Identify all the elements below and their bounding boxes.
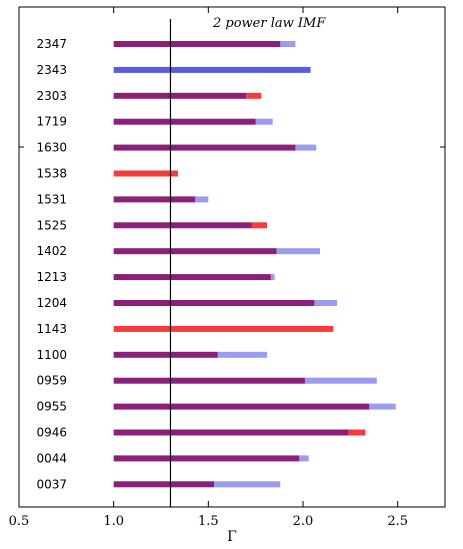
category-label: 1204 (36, 296, 67, 310)
bar-segment (113, 300, 315, 306)
bar-extension (299, 455, 309, 462)
x-tick-label: 0.5 (9, 514, 30, 529)
category-label: 1525 (36, 218, 67, 232)
bar-segment (113, 144, 296, 151)
plot-frame (18, 6, 446, 508)
bar-extension (280, 41, 296, 47)
bar-extension (113, 66, 311, 73)
bar-extension (113, 325, 334, 332)
bar-segment (113, 481, 215, 488)
ticks-layer: 2347 2343 2303 1719 1630 1538 1531 1525 1402 1213… (9, 7, 445, 529)
chart-title: 2 power law IMF (212, 16, 326, 31)
category-label: 2343 (36, 63, 67, 77)
x-tick-label: 1.0 (103, 514, 124, 529)
bar-extension (369, 403, 396, 410)
category-label: 1630 (36, 141, 67, 155)
bar-segment (113, 92, 247, 99)
category-label: 0959 (36, 374, 67, 388)
bars-layer (113, 41, 396, 488)
bar-extension (214, 481, 281, 488)
bar-segment (113, 118, 256, 125)
x-tick-label: 2.0 (293, 514, 314, 529)
x-tick-label: 2.5 (387, 514, 408, 529)
category-label: 1402 (36, 244, 67, 258)
bar-segment (113, 377, 305, 384)
bar-segment (113, 455, 300, 462)
category-label: 0946 (36, 426, 67, 440)
bar-segment (113, 41, 281, 47)
category-label: 1100 (36, 348, 67, 362)
bar-segment (113, 248, 277, 255)
bar-extension (270, 274, 275, 281)
bar-segment (113, 429, 349, 436)
x-tick-label: 1.5 (198, 514, 219, 529)
bar-segment (113, 274, 271, 281)
category-label: 0044 (36, 451, 67, 465)
bar-segment (113, 222, 252, 229)
bar-extension (217, 351, 268, 358)
bar-extension (251, 222, 268, 229)
bar-segment (113, 196, 196, 203)
bar-extension (246, 92, 262, 99)
bar-segment (113, 403, 370, 410)
bar-segment (113, 351, 218, 358)
bar-extension (348, 429, 366, 436)
category-label: 2303 (36, 89, 67, 103)
bar-extension (276, 248, 321, 255)
category-label: 0955 (36, 400, 67, 414)
category-label: 1719 (36, 115, 67, 129)
x-axis-label: Γ (227, 529, 237, 545)
category-label: 1538 (36, 167, 67, 181)
bar-extension (255, 118, 273, 125)
category-label: 1531 (36, 192, 67, 206)
bar-extension (113, 170, 179, 177)
category-label: 2347 (36, 37, 67, 51)
category-label: 1143 (36, 322, 67, 336)
bar-extension (314, 300, 338, 306)
bar-extension (195, 196, 209, 203)
category-label: 0037 (36, 477, 67, 491)
bar-extension (295, 144, 317, 151)
category-label: 1213 (36, 270, 67, 284)
bar-extension (304, 377, 377, 384)
